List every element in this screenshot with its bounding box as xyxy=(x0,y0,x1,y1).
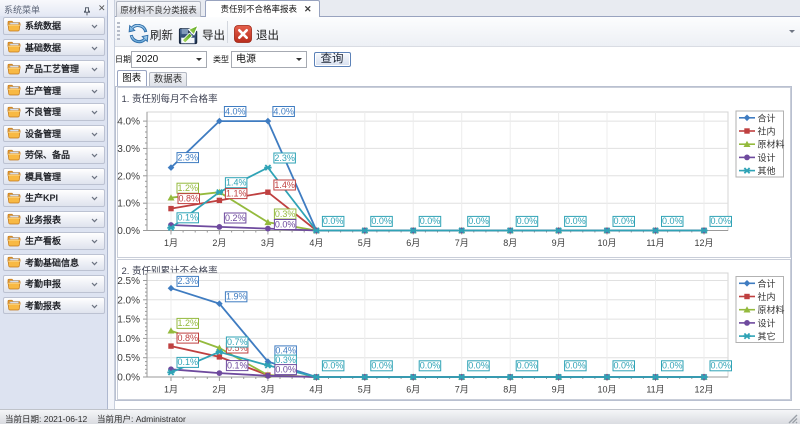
svg-text:1月: 1月 xyxy=(164,238,178,248)
svg-text:其他: 其他 xyxy=(758,165,776,176)
svg-text:0.7%: 0.7% xyxy=(227,337,248,347)
svg-text:3.0%: 3.0% xyxy=(117,144,140,155)
svg-text:0.1%: 0.1% xyxy=(178,213,199,223)
svg-text:4.0%: 4.0% xyxy=(225,106,246,116)
svg-text:2月: 2月 xyxy=(212,238,226,248)
svg-text:其它: 其它 xyxy=(758,331,776,342)
svg-text:6月: 6月 xyxy=(406,385,420,395)
svg-text:0.0%: 0.0% xyxy=(468,361,489,371)
svg-text:0.0%: 0.0% xyxy=(517,216,538,226)
svg-text:0.3%: 0.3% xyxy=(275,355,296,365)
svg-text:1.4%: 1.4% xyxy=(274,180,295,190)
svg-text:4.0%: 4.0% xyxy=(117,117,140,128)
svg-text:0.0%: 0.0% xyxy=(614,216,635,226)
svg-text:原材料: 原材料 xyxy=(758,304,785,315)
svg-text:0.0%: 0.0% xyxy=(323,361,344,371)
svg-text:0.0%: 0.0% xyxy=(468,216,489,226)
svg-text:1月: 1月 xyxy=(164,385,178,395)
svg-text:合计: 合计 xyxy=(758,112,776,123)
svg-text:0.0%: 0.0% xyxy=(565,216,586,226)
svg-text:2月: 2月 xyxy=(212,385,226,395)
svg-text:2.0%: 2.0% xyxy=(117,295,140,306)
svg-text:0.0%: 0.0% xyxy=(710,361,731,371)
svg-text:8月: 8月 xyxy=(503,238,517,248)
svg-text:1.4%: 1.4% xyxy=(226,178,247,188)
svg-text:1.0%: 1.0% xyxy=(117,334,140,345)
svg-text:8月: 8月 xyxy=(503,385,517,395)
svg-text:0.8%: 0.8% xyxy=(179,193,200,203)
svg-text:12月: 12月 xyxy=(694,385,713,395)
svg-text:0.0%: 0.0% xyxy=(565,361,586,371)
svg-text:0.0%: 0.0% xyxy=(371,361,392,371)
svg-text:3月: 3月 xyxy=(261,385,275,395)
svg-text:1.9%: 1.9% xyxy=(226,292,247,302)
svg-text:1.2%: 1.2% xyxy=(178,183,199,193)
svg-text:0.5%: 0.5% xyxy=(227,343,248,353)
svg-text:0.8%: 0.8% xyxy=(178,333,199,343)
svg-text:2.5%: 2.5% xyxy=(117,276,140,287)
svg-text:0.0%: 0.0% xyxy=(117,226,140,237)
svg-text:2.3%: 2.3% xyxy=(274,153,295,163)
svg-text:设计: 设计 xyxy=(758,317,776,328)
svg-text:5月: 5月 xyxy=(358,238,372,248)
svg-text:7月: 7月 xyxy=(455,385,469,395)
svg-text:0.4%: 0.4% xyxy=(275,346,296,356)
svg-text:4月: 4月 xyxy=(309,238,323,248)
svg-text:0.0%: 0.0% xyxy=(710,216,731,226)
svg-text:4月: 4月 xyxy=(309,385,323,395)
svg-text:2.0%: 2.0% xyxy=(117,171,140,182)
svg-text:12月: 12月 xyxy=(694,238,713,248)
svg-text:原材料: 原材料 xyxy=(758,139,785,150)
svg-text:2.3%: 2.3% xyxy=(178,276,199,286)
svg-text:11月: 11月 xyxy=(646,238,664,248)
svg-text:社内: 社内 xyxy=(758,291,776,302)
svg-text:0.0%: 0.0% xyxy=(117,373,140,384)
svg-text:0.1%: 0.1% xyxy=(178,357,199,367)
svg-text:10月: 10月 xyxy=(597,238,616,248)
svg-text:0.0%: 0.0% xyxy=(323,216,344,226)
svg-text:设计: 设计 xyxy=(758,152,776,163)
svg-text:3月: 3月 xyxy=(261,238,275,248)
svg-text:1.2%: 1.2% xyxy=(178,318,199,328)
svg-text:0.0%: 0.0% xyxy=(662,361,683,371)
svg-text:0.3%: 0.3% xyxy=(275,209,296,219)
svg-text:0.1%: 0.1% xyxy=(227,360,248,370)
svg-text:11月: 11月 xyxy=(646,385,664,395)
svg-text:0.2%: 0.2% xyxy=(225,213,246,223)
svg-text:1.5%: 1.5% xyxy=(117,315,140,326)
svg-text:5月: 5月 xyxy=(358,385,372,395)
svg-text:0.0%: 0.0% xyxy=(662,216,683,226)
svg-text:0.0%: 0.0% xyxy=(420,361,441,371)
svg-text:0.0%: 0.0% xyxy=(275,364,296,374)
svg-text:0.0%: 0.0% xyxy=(371,216,392,226)
svg-text:0.0%: 0.0% xyxy=(614,361,635,371)
svg-text:7月: 7月 xyxy=(455,238,469,248)
svg-text:10月: 10月 xyxy=(597,385,616,395)
svg-text:0.0%: 0.0% xyxy=(517,361,538,371)
svg-text:0.0%: 0.0% xyxy=(275,219,296,229)
svg-text:合计: 合计 xyxy=(758,278,776,289)
svg-text:0.0%: 0.0% xyxy=(420,216,441,226)
svg-text:1.0%: 1.0% xyxy=(117,199,140,210)
svg-text:2.3%: 2.3% xyxy=(178,152,199,162)
svg-text:0.5%: 0.5% xyxy=(117,353,140,364)
svg-text:6月: 6月 xyxy=(406,238,420,248)
svg-text:社内: 社内 xyxy=(758,126,776,137)
svg-text:1.1%: 1.1% xyxy=(226,188,247,198)
svg-text:9月: 9月 xyxy=(552,238,566,248)
svg-text:9月: 9月 xyxy=(552,385,566,395)
svg-text:4.0%: 4.0% xyxy=(273,106,294,116)
